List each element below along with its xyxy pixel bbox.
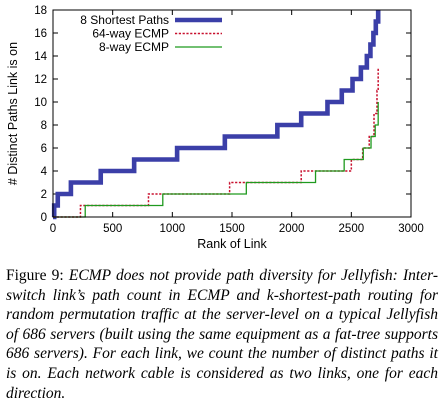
y-tick-label: 0 <box>41 212 47 224</box>
figure-caption: Figure 9: ECMP does not provide path div… <box>6 266 438 403</box>
y-tick-label: 6 <box>41 143 47 155</box>
figure-caption-text: ECMP does not provide path diversity for… <box>6 267 439 402</box>
chart: 0 2 4 6 8 10 12 14 16 18 0 500 1000 1500 2000 2500 3000… <box>6 5 424 251</box>
series-line-2 <box>53 102 379 218</box>
x-tick-label: 2500 <box>339 223 365 235</box>
x-tick-label: 2000 <box>279 223 305 235</box>
y-tick-label: 4 <box>41 166 48 178</box>
y-tick-label: 16 <box>34 28 47 40</box>
legend-label: 8 Shortest Paths <box>80 13 169 27</box>
y-tick-label: 2 <box>41 189 47 201</box>
y-tick-label: 18 <box>34 5 47 17</box>
x-tick-label: 1500 <box>219 223 245 235</box>
legend-label: 8-way ECMP <box>99 40 169 54</box>
x-tick-label: 500 <box>103 223 122 235</box>
series-line-1 <box>53 67 379 218</box>
legend-label: 64-way ECMP <box>92 27 169 41</box>
x-axis-ticks: 0 500 1000 1500 2000 2500 3000 <box>50 10 424 235</box>
plot-frame <box>52 9 412 218</box>
x-axis-label: Rank of Link <box>197 237 267 251</box>
y-tick-label: 10 <box>34 97 47 109</box>
series-layer <box>51 10 381 220</box>
y-tick-label: 8 <box>41 120 47 132</box>
x-tick-label: 3000 <box>398 223 424 235</box>
y-tick-label: 14 <box>34 51 47 63</box>
y-axis-ticks: 0 2 4 6 8 10 12 14 16 18 <box>34 5 411 224</box>
y-axis-label: # Distinct Paths Link is on <box>6 42 20 185</box>
series-line-0 <box>51 10 381 220</box>
x-tick-label: 0 <box>50 223 56 235</box>
figure-label: Figure 9: <box>6 267 64 284</box>
y-tick-label: 12 <box>34 74 47 86</box>
x-tick-label: 1000 <box>160 223 186 235</box>
